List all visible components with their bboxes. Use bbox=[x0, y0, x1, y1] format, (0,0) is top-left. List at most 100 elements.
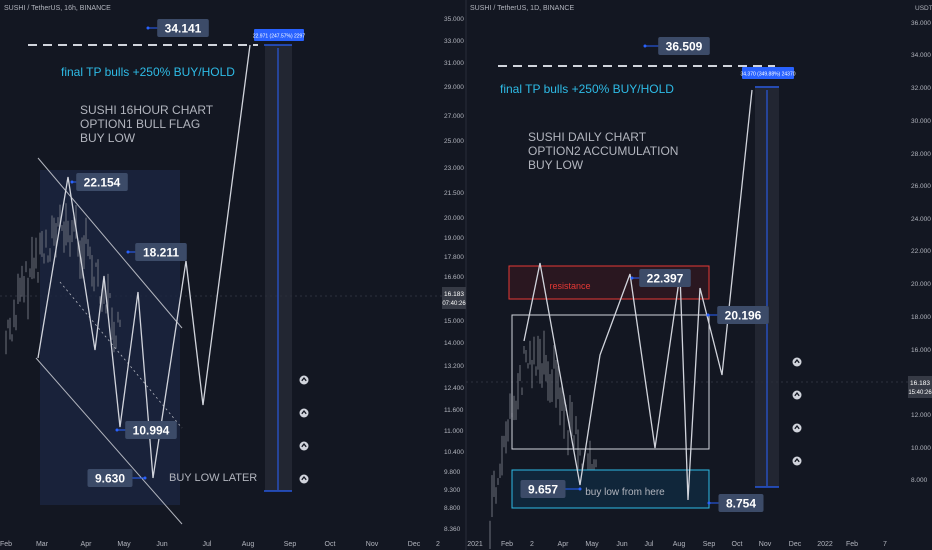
left-countdown: 07:40:26 bbox=[442, 301, 466, 307]
left-x-tick: Jul bbox=[203, 541, 212, 548]
left-x-tick: Mar bbox=[36, 541, 49, 548]
left-y-tick: 8.360 bbox=[444, 526, 461, 533]
left-y-tick: 9.800 bbox=[444, 469, 461, 476]
left-label-18211-box bbox=[135, 243, 187, 261]
right-x-tick: Apr bbox=[558, 541, 570, 548]
left-up-arrow-icon-glyph bbox=[301, 409, 307, 415]
right-label-20196: 20.196 bbox=[725, 309, 762, 323]
left-arrow-9630-dot bbox=[143, 476, 147, 480]
right-header: SUSHI / TetherUS, 1D, BINANCE bbox=[470, 5, 574, 12]
left-y-tick: 9.300 bbox=[444, 487, 461, 494]
left-up-arrow-icon bbox=[299, 408, 309, 418]
right-up-arrow-icon bbox=[792, 357, 802, 367]
left-up-arrow-icon-glyph bbox=[301, 475, 307, 481]
right-label-8754-box bbox=[718, 494, 764, 512]
right-y-tick: 8.000 bbox=[911, 477, 928, 484]
right-x-tick: Dec bbox=[789, 541, 802, 548]
right-up-arrow-icon bbox=[792, 456, 802, 466]
left-y-tick: 16.600 bbox=[444, 274, 464, 281]
right-y-tick: 10.000 bbox=[911, 445, 931, 452]
right-arrow-36509-dot bbox=[643, 44, 647, 48]
left-label-9630-box bbox=[87, 469, 133, 487]
left-x-tick: Aug bbox=[242, 541, 255, 548]
right-accumulation-box bbox=[511, 314, 710, 450]
left-x-tick: May bbox=[117, 541, 131, 548]
left-y-tick: 29.000 bbox=[444, 84, 464, 91]
right-countdown: 15:40:26 bbox=[908, 390, 932, 396]
left-last-price: 16.183 bbox=[444, 291, 464, 298]
right-y-tick: 30.000 bbox=[911, 118, 931, 125]
right-label-8754: 8.754 bbox=[726, 497, 756, 511]
left-label-22154-box bbox=[76, 173, 128, 191]
left-label-18211: 18.211 bbox=[143, 246, 179, 260]
left-y-tick: 19.000 bbox=[444, 235, 464, 242]
left-arrow-10994-dot bbox=[115, 428, 119, 432]
right-arrow-22397-dot bbox=[630, 276, 634, 280]
left-buy-low-later: BUY LOW LATER bbox=[169, 472, 257, 484]
right-x-tick: Jul bbox=[645, 541, 654, 548]
left-chart-text: SUSHI 16HOUR CHART bbox=[80, 103, 214, 117]
right-up-arrow-icon-glyph bbox=[794, 457, 800, 463]
right-y-tick: 32.000 bbox=[911, 85, 931, 92]
left-y-tick: 14.000 bbox=[444, 340, 464, 347]
right-label-9657: 9.657 bbox=[528, 483, 558, 497]
right-y-tick: 20.000 bbox=[911, 281, 931, 288]
left-arrow-22154-dot bbox=[70, 180, 74, 184]
left-up-arrow-icon-glyph bbox=[301, 376, 307, 382]
left-label-34141: 34.141 bbox=[165, 22, 202, 36]
left-y-tick: 20.000 bbox=[444, 215, 464, 222]
right-last-price-tag bbox=[908, 376, 932, 398]
right-label-36509-box bbox=[658, 37, 710, 55]
left-x-tick: Dec bbox=[408, 541, 421, 548]
right-x-tick: 2022 bbox=[817, 541, 833, 548]
left-label-10994: 10.994 bbox=[133, 424, 170, 438]
left-up-arrow-icon bbox=[299, 441, 309, 451]
right-y-tick: 28.000 bbox=[911, 151, 931, 158]
left-y-tick: 35.000 bbox=[444, 16, 464, 23]
left-measure-tag bbox=[254, 29, 304, 41]
left-y-tick: 15.000 bbox=[444, 318, 464, 325]
right-label-9657-box bbox=[520, 480, 566, 498]
left-zigzag bbox=[37, 44, 251, 479]
left-chart-text: BUY LOW bbox=[80, 131, 136, 145]
right-x-tick: Sep bbox=[703, 541, 716, 548]
left-x-tick: Nov bbox=[366, 541, 379, 548]
right-measure-tag bbox=[742, 67, 794, 79]
right-up-arrow-icon-glyph bbox=[794, 391, 800, 397]
right-y-tick: 18.000 bbox=[911, 314, 931, 321]
left-x-tick: Feb bbox=[0, 541, 12, 548]
left-x-tick: Apr bbox=[81, 541, 93, 548]
right-label-22397: 22.397 bbox=[647, 272, 684, 286]
left-tp-text: final TP bulls +250% BUY/HOLD bbox=[61, 65, 235, 79]
left-y-tick: 25.000 bbox=[444, 138, 464, 145]
left-last-price-tag bbox=[442, 287, 466, 309]
right-resistance-text: resistance bbox=[549, 281, 590, 291]
left-y-tick: 27.000 bbox=[444, 113, 464, 120]
left-chart-text: OPTION1 BULL FLAG bbox=[80, 117, 200, 131]
left-y-tick: 10.400 bbox=[444, 449, 464, 456]
right-buy-low-text: buy low from here bbox=[585, 487, 665, 498]
right-x-tick: Jun bbox=[616, 541, 627, 548]
left-up-arrow-icon bbox=[299, 474, 309, 484]
left-y-tick: 13.200 bbox=[444, 363, 464, 370]
left-y-tick: 21.500 bbox=[444, 190, 464, 197]
right-chart-text: OPTION2 ACCUMULATION bbox=[528, 144, 678, 158]
left-x-tick: 2 bbox=[436, 541, 440, 548]
left-y-tick: 12.400 bbox=[444, 385, 464, 392]
right-arrow-20196-dot bbox=[706, 313, 710, 317]
right-y-tick: 36.000 bbox=[911, 20, 931, 27]
right-x-tick: Feb bbox=[846, 541, 858, 548]
left-header: SUSHI / TetherUS, 16h, BINANCE bbox=[4, 5, 111, 12]
left-y-tick: 31.000 bbox=[444, 60, 464, 67]
right-x-tick: Feb bbox=[501, 541, 513, 548]
right-up-arrow-icon bbox=[792, 390, 802, 400]
right-arrow-9657-dot bbox=[578, 487, 582, 491]
left-channel-bottom bbox=[35, 357, 183, 525]
right-last-price: 16.183 bbox=[910, 380, 930, 387]
left-channel-top bbox=[37, 157, 183, 329]
right-arrow-8754-dot bbox=[707, 501, 711, 505]
right-y-tick: 12.000 bbox=[911, 412, 931, 419]
left-label-22154: 22.154 bbox=[84, 176, 121, 190]
right-chart-text: BUY LOW bbox=[528, 158, 584, 172]
